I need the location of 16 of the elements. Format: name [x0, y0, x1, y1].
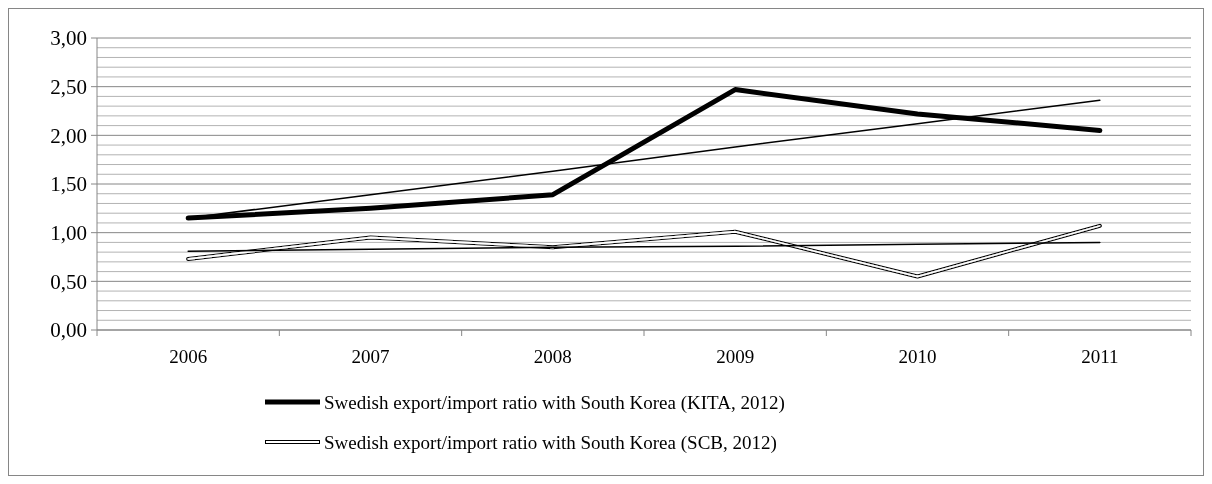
x-tick-label: 2010: [898, 346, 937, 367]
x-tick-label: 2008: [533, 346, 572, 367]
y-tick-label: 0,50: [50, 269, 87, 294]
y-tick-label: 0,00: [50, 318, 87, 343]
x-tick-label: 2009: [716, 346, 755, 367]
legend-label: Swedish export/import ratio with South Korea (SCB, 2012): [324, 431, 777, 454]
y-tick-label: 2,50: [50, 75, 87, 100]
x-tick-label: 2011: [1081, 346, 1119, 367]
y-tick-label: 3,00: [50, 26, 87, 51]
y-tick-label: 1,50: [50, 172, 87, 197]
x-tick-label: 2007: [351, 346, 390, 367]
y-tick-label: 1,00: [50, 221, 87, 246]
line-series: [186, 223, 1102, 279]
x-tick-label: 2006: [169, 346, 208, 367]
legend-label: Swedish export/import ratio with South Korea (KITA, 2012): [324, 391, 785, 414]
y-tick-label: 2,00: [50, 123, 87, 148]
